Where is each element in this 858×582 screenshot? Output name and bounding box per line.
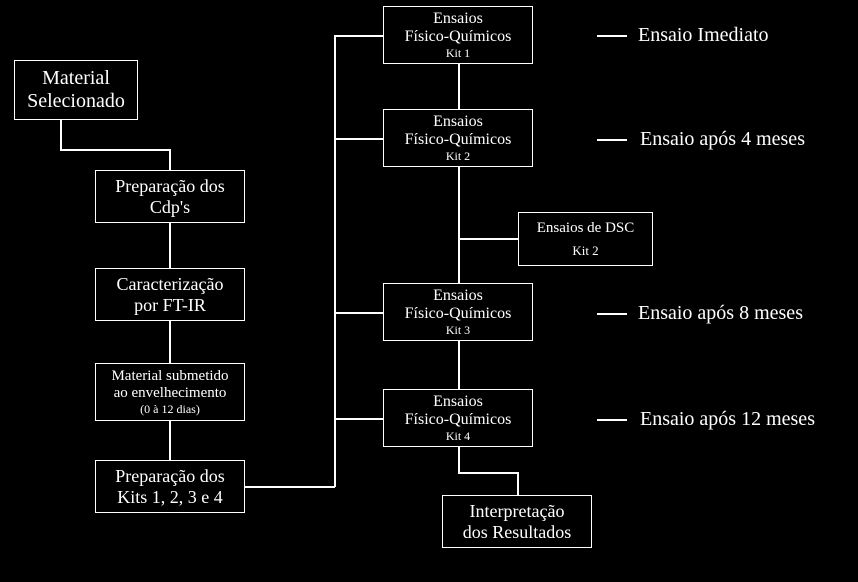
node-line3: Kit 3 <box>446 323 470 338</box>
connector-line <box>60 149 170 151</box>
node-line2: Físico-Químicos <box>405 411 512 429</box>
label-dash <box>597 139 627 141</box>
node-interpretacao-resultados: Interpretação dos Resultados <box>442 495 592 548</box>
connector-line <box>169 321 171 363</box>
node-line1: Ensaios <box>433 113 483 131</box>
node-line1: Material submetido <box>111 368 228 385</box>
node-line3: Kit 4 <box>446 429 470 444</box>
connector-line <box>169 149 171 170</box>
connector-line <box>458 167 460 283</box>
label-ensaio-8meses: Ensaio após 8 meses <box>638 302 803 325</box>
node-line2: Físico-Químicos <box>405 305 512 323</box>
node-line1: Ensaios <box>433 10 483 28</box>
node-ensaio-kit2: Ensaios Físico-Químicos Kit 2 <box>383 109 533 167</box>
node-caracterizacao-ftir: Caracterização por FT-IR <box>95 268 245 321</box>
node-ensaio-kit4: Ensaios Físico-Químicos Kit 4 <box>383 389 533 447</box>
node-line3: Kit 2 <box>446 149 470 164</box>
label-dash <box>597 313 627 315</box>
node-line2: Físico-Químicos <box>405 28 512 46</box>
connector-line <box>458 447 460 473</box>
node-line1: Preparação dos <box>115 466 224 487</box>
node-line3: Kit 1 <box>446 46 470 61</box>
connector-line <box>60 120 62 150</box>
connector-line <box>169 421 171 460</box>
node-line1: Ensaios <box>433 287 483 305</box>
node-line3: (0 à 12 dias) <box>140 402 200 417</box>
label-ensaio-12meses: Ensaio após 12 meses <box>640 408 815 431</box>
connector-line <box>458 64 460 109</box>
node-ensaio-kit3: Ensaios Físico-Químicos Kit 3 <box>383 283 533 341</box>
label-dash <box>597 35 627 37</box>
label-ensaio-4meses: Ensaio após 4 meses <box>640 128 805 151</box>
node-line2: Cdp's <box>150 197 190 218</box>
node-line1: Caracterização <box>117 274 224 295</box>
connector-line <box>517 472 519 495</box>
node-line1: Preparação dos <box>115 176 224 197</box>
node-preparacao-kits: Preparação dos Kits 1, 2, 3 e 4 <box>95 460 245 513</box>
connector-line <box>334 418 383 420</box>
node-ensaio-dsc: Ensaios de DSC Kit 2 <box>518 212 653 266</box>
node-line2: ao envelhecimento <box>114 385 227 402</box>
connector-line <box>169 223 171 268</box>
node-line3: Kit 2 <box>572 243 598 259</box>
node-line1: Interpretação <box>470 501 565 522</box>
node-line1: Ensaios de DSC <box>537 220 635 237</box>
connector-line <box>458 341 460 389</box>
node-line2: Físico-Químicos <box>405 131 512 149</box>
node-preparacao-cdp: Preparação dos Cdp's <box>95 170 245 223</box>
connector-line <box>334 138 383 140</box>
connector-line <box>458 472 518 474</box>
node-ensaio-kit1: Ensaios Físico-Químicos Kit 1 <box>383 6 533 64</box>
node-line2: por FT-IR <box>134 295 206 316</box>
label-ensaio-imediato: Ensaio Imediato <box>638 24 769 47</box>
node-line2: dos Resultados <box>463 522 572 543</box>
node-line2: Selecionado <box>27 90 125 113</box>
node-material-selecionado: Material Selecionado <box>14 60 138 120</box>
connector-line <box>334 35 383 37</box>
node-material-envelhecimento: Material submetido ao envelhecimento (0 … <box>95 363 245 421</box>
connector-line <box>458 238 518 240</box>
node-line1: Ensaios <box>433 393 483 411</box>
connector-line <box>245 486 335 488</box>
node-line2: Kits 1, 2, 3 e 4 <box>117 487 223 508</box>
connector-line <box>334 312 383 314</box>
node-line1: Material <box>42 67 110 90</box>
label-dash <box>597 419 627 421</box>
